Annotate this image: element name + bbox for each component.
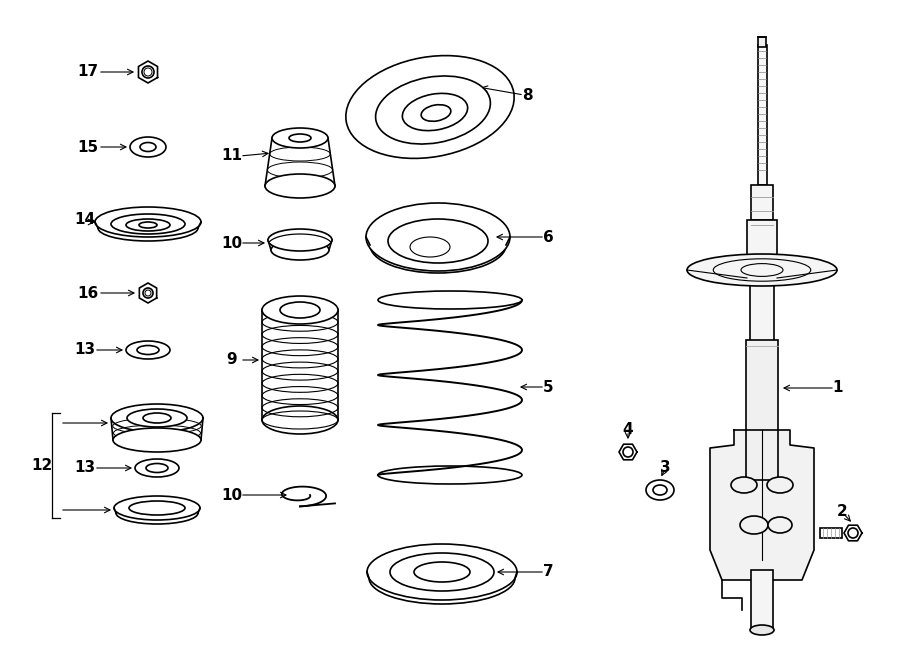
Ellipse shape [262, 296, 338, 324]
Ellipse shape [126, 219, 170, 231]
Ellipse shape [126, 341, 170, 359]
Ellipse shape [130, 137, 166, 157]
Text: 14: 14 [75, 212, 95, 227]
Ellipse shape [129, 501, 185, 515]
Ellipse shape [111, 404, 203, 432]
Ellipse shape [142, 66, 154, 78]
Text: 10: 10 [221, 488, 243, 502]
Ellipse shape [144, 68, 152, 76]
Text: 13: 13 [75, 461, 95, 475]
Bar [746, 340, 778, 480]
Ellipse shape [346, 56, 514, 159]
Text: 10: 10 [221, 235, 243, 251]
Text: 17: 17 [77, 65, 99, 79]
Ellipse shape [145, 290, 151, 296]
Ellipse shape [271, 240, 329, 260]
Ellipse shape [135, 459, 179, 477]
Ellipse shape [421, 104, 451, 122]
Ellipse shape [127, 409, 187, 427]
Text: 13: 13 [75, 342, 95, 358]
Bar [747, 220, 777, 268]
Polygon shape [710, 430, 814, 580]
Ellipse shape [113, 428, 201, 452]
Ellipse shape [653, 485, 667, 495]
Ellipse shape [623, 447, 633, 457]
Ellipse shape [410, 237, 450, 257]
Ellipse shape [646, 480, 674, 500]
Text: 1: 1 [832, 381, 843, 395]
Ellipse shape [367, 544, 517, 600]
Ellipse shape [750, 625, 774, 635]
Ellipse shape [280, 302, 320, 318]
Ellipse shape [731, 477, 757, 493]
Bar [758, 37, 766, 47]
Ellipse shape [143, 413, 171, 423]
Ellipse shape [272, 128, 328, 148]
Ellipse shape [366, 203, 510, 271]
Ellipse shape [95, 207, 201, 237]
Bar [758, 45, 767, 185]
Ellipse shape [111, 214, 185, 234]
Ellipse shape [139, 222, 157, 228]
Ellipse shape [137, 346, 159, 354]
Ellipse shape [375, 76, 491, 144]
Text: 12: 12 [32, 458, 52, 473]
Ellipse shape [114, 496, 200, 520]
Text: 15: 15 [77, 139, 99, 155]
Ellipse shape [143, 288, 153, 298]
Text: 11: 11 [221, 149, 242, 163]
Ellipse shape [767, 477, 793, 493]
Ellipse shape [414, 562, 470, 582]
Bar [750, 280, 774, 435]
Ellipse shape [146, 463, 168, 473]
Text: 6: 6 [543, 229, 553, 245]
Text: 5: 5 [543, 379, 553, 395]
Text: 8: 8 [522, 87, 532, 102]
Bar [751, 570, 773, 630]
Text: 7: 7 [543, 564, 553, 580]
Ellipse shape [402, 93, 468, 131]
Bar [820, 528, 842, 538]
Ellipse shape [740, 516, 768, 534]
Ellipse shape [848, 528, 858, 538]
Ellipse shape [268, 229, 332, 251]
Ellipse shape [262, 406, 338, 434]
Ellipse shape [265, 174, 335, 198]
Ellipse shape [768, 517, 792, 533]
Text: 9: 9 [227, 352, 238, 368]
Ellipse shape [390, 553, 494, 591]
Text: 16: 16 [77, 286, 99, 301]
Ellipse shape [140, 143, 156, 151]
Text: 3: 3 [660, 459, 670, 475]
Ellipse shape [388, 219, 488, 263]
Bar [751, 185, 773, 220]
Text: 2: 2 [837, 504, 848, 518]
Ellipse shape [289, 134, 311, 142]
Text: 4: 4 [623, 422, 634, 436]
Ellipse shape [687, 254, 837, 286]
